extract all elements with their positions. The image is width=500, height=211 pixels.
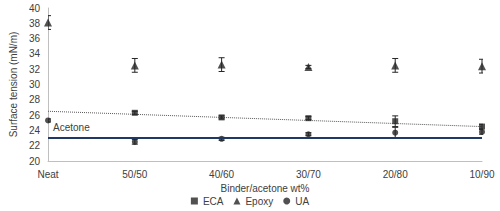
svg-text:10/90: 10/90 (469, 169, 494, 180)
svg-text:34: 34 (29, 48, 41, 59)
svg-text:38: 38 (29, 18, 41, 29)
svg-text:Surface tension (mN/m): Surface tension (mN/m) (8, 32, 19, 138)
svg-text:20/80: 20/80 (383, 169, 408, 180)
svg-text:32: 32 (29, 64, 41, 75)
svg-text:22: 22 (29, 140, 41, 151)
svg-text:ECA: ECA (203, 196, 224, 207)
svg-text:30: 30 (29, 79, 41, 90)
svg-text:28: 28 (29, 94, 41, 105)
svg-text:30/70: 30/70 (296, 169, 321, 180)
svg-text:26: 26 (29, 110, 41, 121)
svg-text:40/60: 40/60 (209, 169, 234, 180)
svg-text:20: 20 (29, 156, 41, 167)
svg-text:Binder/acetone wt%: Binder/acetone wt% (221, 183, 310, 194)
svg-text:Acetone: Acetone (53, 122, 90, 133)
svg-text:50/50: 50/50 (122, 169, 147, 180)
svg-text:40: 40 (29, 3, 41, 14)
svg-text:24: 24 (29, 125, 41, 136)
svg-text:Neat: Neat (37, 169, 58, 180)
svg-text:36: 36 (29, 33, 41, 44)
svg-text:UA: UA (295, 196, 309, 207)
svg-text:Epoxy: Epoxy (245, 196, 273, 207)
